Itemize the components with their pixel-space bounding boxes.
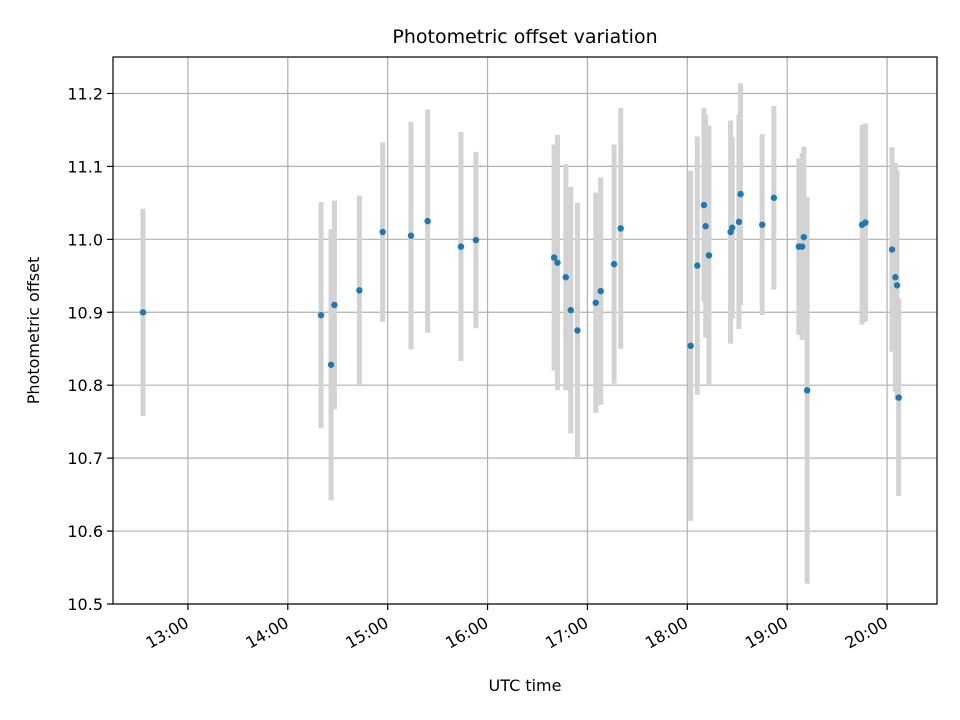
data-point (424, 217, 431, 225)
data-point (729, 224, 736, 231)
data-point (687, 342, 694, 350)
data-point (862, 219, 869, 226)
data-points (139, 190, 902, 401)
data-point (592, 299, 599, 306)
y-tick-label: 11.2 (67, 84, 103, 103)
data-point (327, 361, 335, 368)
data-point (457, 243, 465, 250)
data-point (610, 260, 618, 268)
data-point (893, 282, 901, 289)
data-point (892, 274, 899, 281)
data-point (379, 228, 386, 236)
data-point (574, 327, 581, 334)
y-tick-label: 10.6 (67, 522, 103, 541)
data-point (770, 194, 778, 201)
data-point (700, 201, 708, 209)
y-tick-label: 10.5 (67, 595, 103, 614)
data-point (617, 225, 624, 232)
data-point (554, 259, 561, 266)
plot-frame (112, 56, 938, 605)
data-point (139, 309, 147, 316)
data-point (567, 306, 574, 314)
y-tick-label: 10.7 (67, 449, 103, 468)
data-point (735, 218, 743, 226)
data-point (472, 236, 480, 244)
y-axis: 10.5 10.6 10.7 10.8 10.9 11.0 11.1 11.2 (67, 84, 113, 614)
data-point (800, 233, 808, 241)
data-point (737, 190, 744, 198)
chart-title: Photometric offset variation (392, 26, 657, 48)
data-point (895, 394, 902, 401)
data-point (407, 232, 415, 239)
data-point (798, 243, 806, 250)
x-axis-label: UTC time (489, 676, 562, 695)
data-point (759, 221, 766, 228)
y-axis-label: Photometric offset (24, 257, 43, 405)
data-point (705, 252, 713, 259)
data-point (694, 262, 701, 269)
y-tick-label: 10.9 (67, 303, 103, 322)
y-tick-label: 11.1 (67, 157, 103, 176)
y-tick-label: 11.0 (67, 230, 103, 249)
y-tick-label: 10.8 (67, 376, 103, 395)
data-point (597, 287, 604, 295)
data-point (702, 223, 709, 230)
data-point (317, 311, 325, 319)
data-point (888, 246, 896, 253)
data-point (803, 387, 811, 394)
data-point (562, 274, 569, 281)
data-point (356, 287, 363, 294)
data-point (331, 301, 338, 309)
data-point (550, 254, 558, 261)
